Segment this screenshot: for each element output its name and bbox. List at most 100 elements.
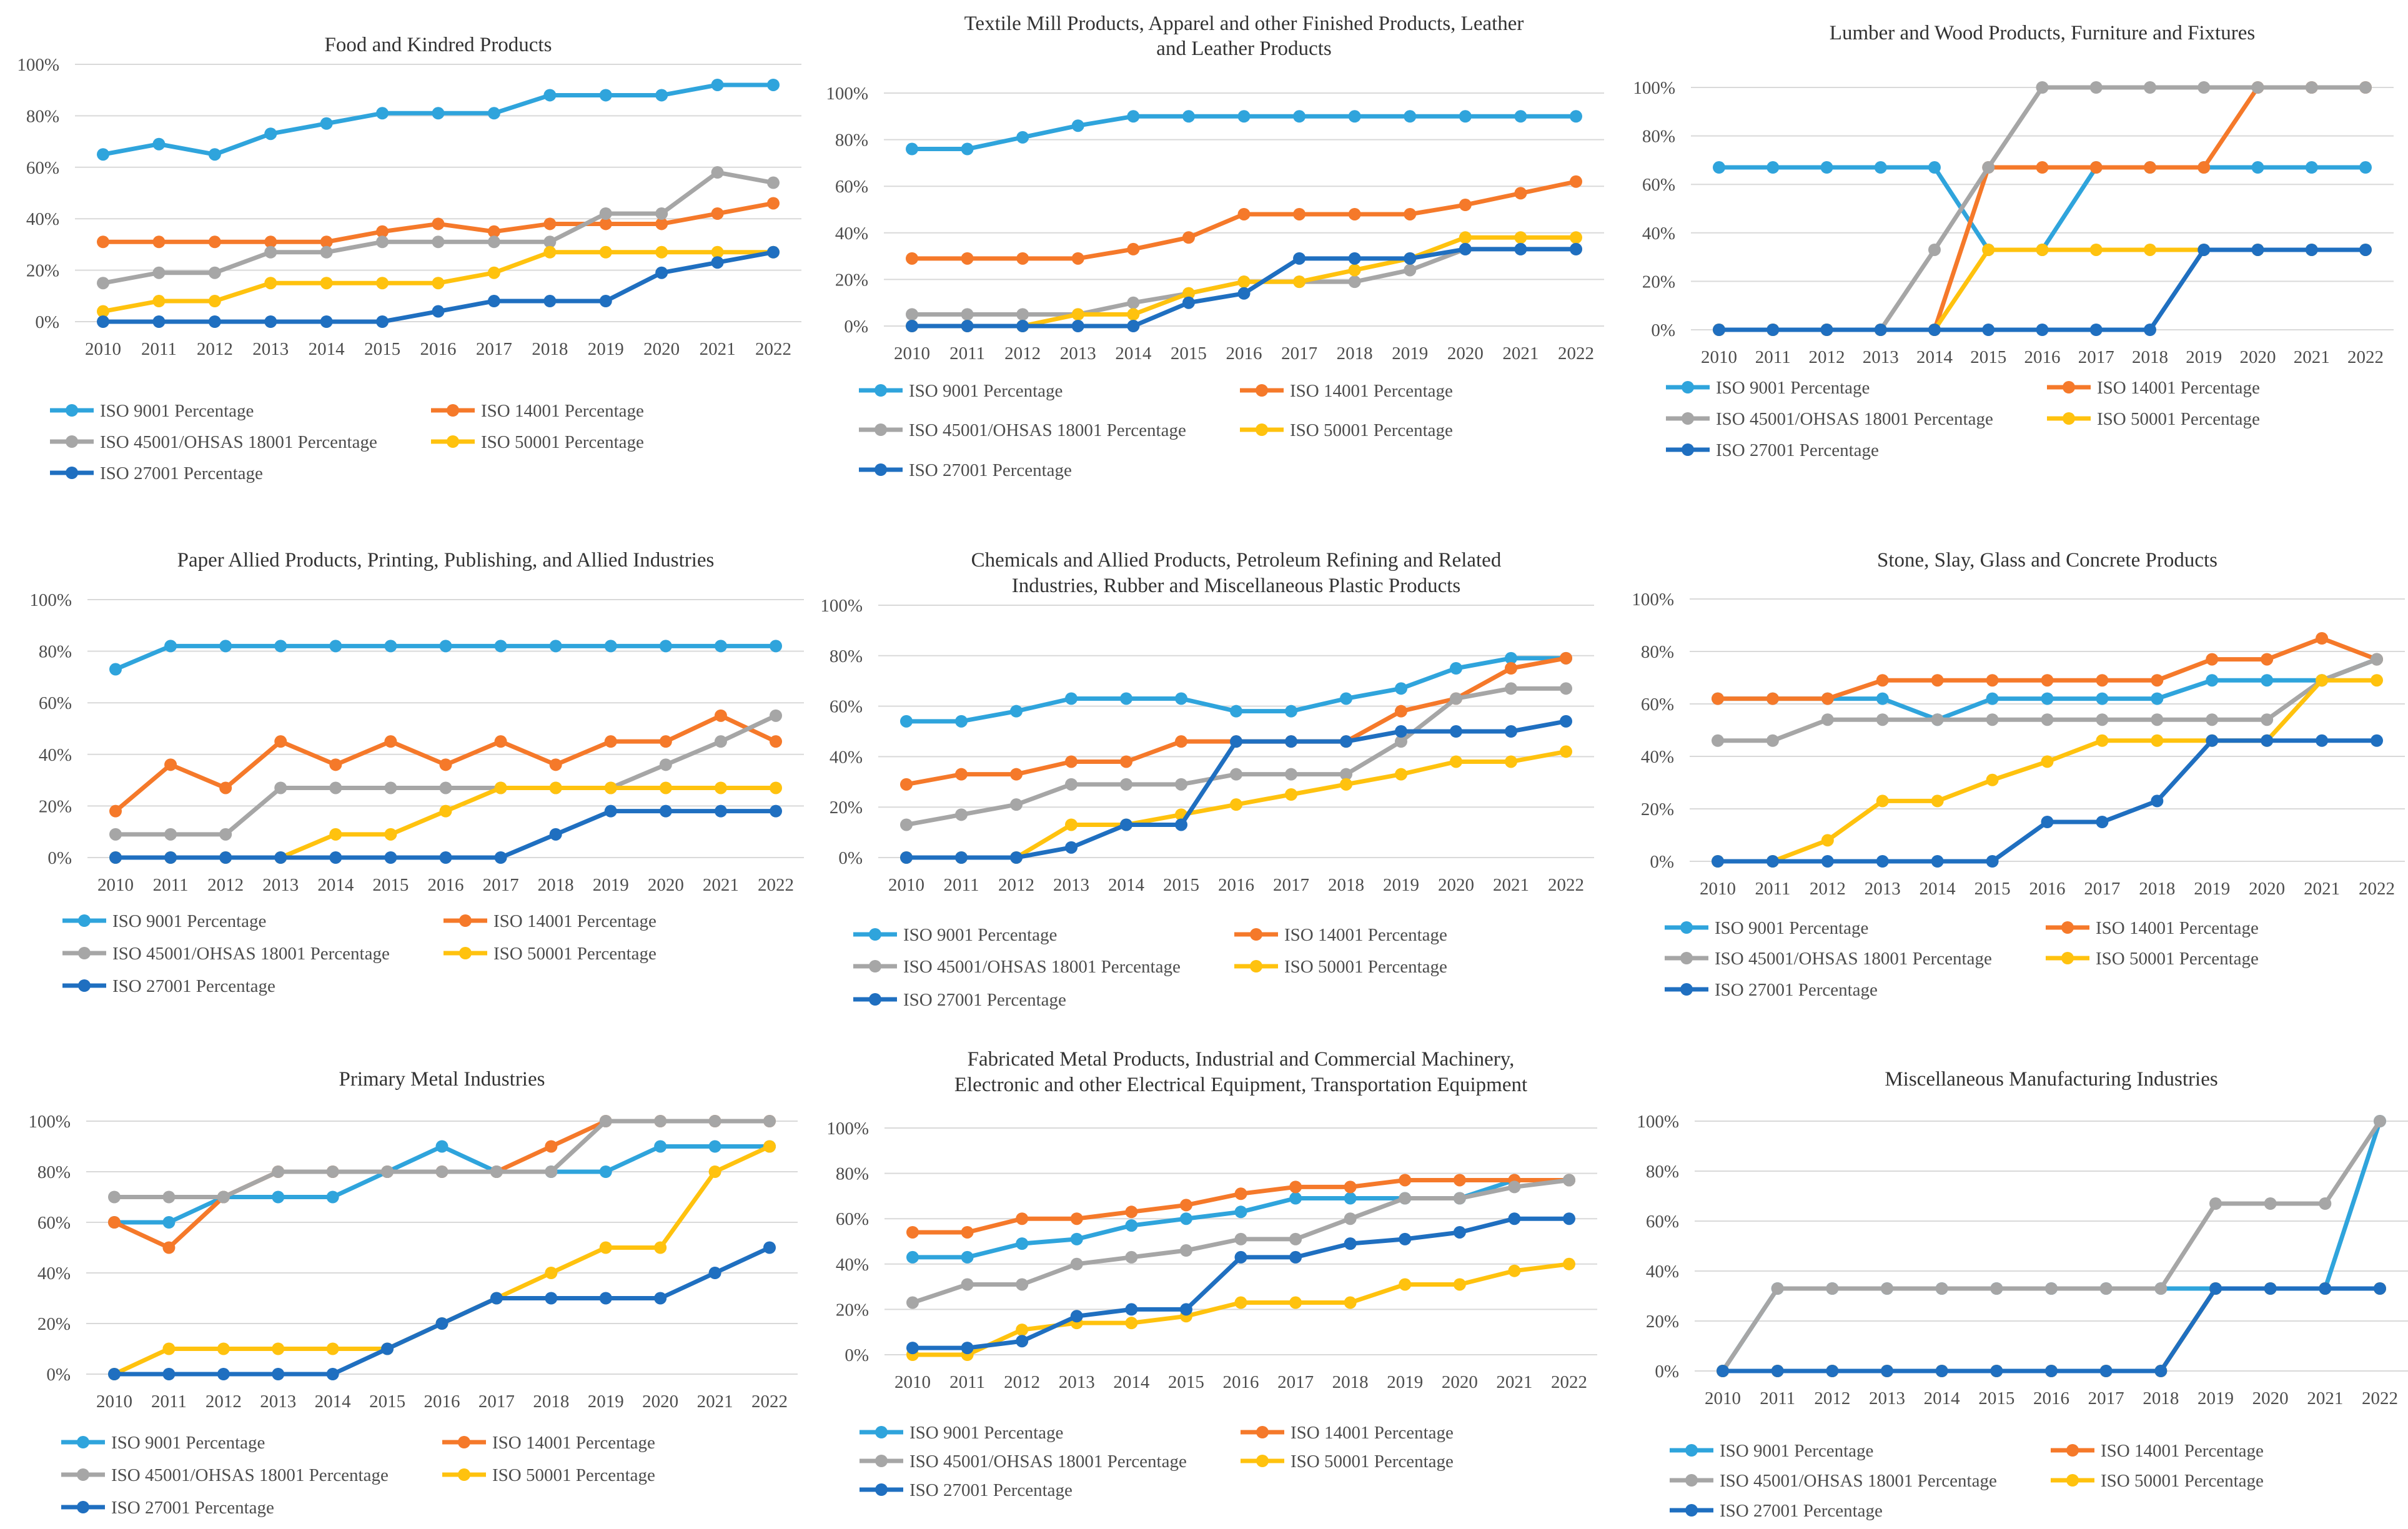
data-point: [1874, 161, 1887, 174]
data-point: [1293, 110, 1306, 123]
y-tick-label: 0%: [1651, 320, 1675, 340]
legend-label: ISO 27001 Percentage: [909, 460, 1072, 480]
legend-item: ISO 50001 Percentage: [1240, 420, 1453, 440]
y-tick-label: 0%: [47, 848, 72, 868]
data-point: [1986, 773, 1999, 786]
x-tick-label: 2015: [1163, 875, 1199, 895]
legend-label: ISO 27001 Percentage: [100, 463, 263, 483]
data-point: [1459, 199, 1472, 212]
legend-marker: [77, 1468, 89, 1481]
data-point: [2371, 653, 2383, 666]
data-point: [2305, 161, 2318, 174]
data-point: [2041, 692, 2054, 705]
data-point: [272, 1190, 285, 1204]
data-point: [272, 1368, 285, 1380]
data-point: [1016, 252, 1029, 265]
legend-marker: [2066, 1474, 2079, 1487]
data-point: [599, 1115, 612, 1127]
data-point: [2264, 1197, 2277, 1210]
x-tick-label: 2013: [252, 339, 289, 359]
legend-label: ISO 45001/OHSAS 18001 Percentage: [1715, 949, 1992, 969]
data-point: [1459, 242, 1472, 255]
data-point: [1821, 834, 1834, 847]
data-point: [599, 245, 612, 259]
x-tick-label: 2018: [538, 875, 574, 895]
data-point: [655, 266, 668, 279]
legend-marker: [869, 960, 881, 972]
y-tick-label: 40%: [836, 1255, 869, 1275]
data-point: [2036, 81, 2049, 94]
data-point: [152, 295, 166, 308]
data-point: [435, 1317, 448, 1330]
legend-label: ISO 50001 Percentage: [2101, 1471, 2264, 1491]
data-point: [1514, 231, 1527, 244]
data-point: [1821, 713, 1834, 726]
data-point: [320, 245, 333, 259]
x-tick-label: 2012: [1004, 1372, 1040, 1392]
data-point: [208, 235, 221, 249]
x-tick-label: 2017: [476, 339, 512, 359]
x-tick-label: 2019: [1383, 875, 1419, 895]
x-tick-label: 2017: [1273, 875, 1309, 895]
data-point: [2261, 653, 2274, 666]
legend-marker: [1680, 921, 1693, 934]
legend-label: ISO 45001/OHSAS 18001 Percentage: [903, 957, 1181, 977]
chart-title: Lumber and Wood Products, Furniture and …: [1830, 22, 2255, 44]
data-point: [1820, 324, 1833, 336]
y-tick-label: 20%: [26, 261, 59, 281]
legend-marker: [1250, 928, 1262, 941]
data-point: [2316, 632, 2329, 645]
data-point: [1016, 320, 1029, 332]
data-point: [1344, 1237, 1357, 1250]
data-point: [217, 1368, 230, 1380]
data-point: [376, 107, 389, 120]
data-point: [109, 828, 122, 841]
x-tick-label: 2011: [153, 875, 189, 895]
legend-item: ISO 9001 Percentage: [853, 925, 1057, 945]
data-point: [490, 1165, 503, 1178]
y-tick-label: 20%: [39, 796, 72, 816]
y-tick-label: 0%: [46, 1365, 71, 1385]
legend-item: ISO 14001 Percentage: [431, 401, 644, 421]
data-point: [1127, 242, 1140, 255]
data-point: [1289, 1180, 1302, 1194]
data-point: [2374, 1115, 2386, 1127]
data-point: [1876, 692, 1889, 705]
data-point: [1560, 715, 1572, 728]
data-point: [955, 851, 968, 864]
legend-label: ISO 14001 Percentage: [2101, 1441, 2264, 1461]
legend-item: ISO 9001 Percentage: [860, 1423, 1063, 1443]
data-point: [543, 245, 557, 259]
data-point: [2089, 161, 2103, 174]
data-point: [770, 781, 782, 794]
legend-label: ISO 50001 Percentage: [493, 944, 657, 964]
x-tick-label: 2022: [1558, 344, 1594, 364]
data-point: [1395, 768, 1407, 781]
x-tick-label: 2018: [1332, 1372, 1369, 1392]
data-point: [1348, 264, 1361, 277]
data-point: [1404, 207, 1417, 220]
data-point: [435, 1140, 448, 1153]
data-point: [549, 640, 562, 653]
x-tick-label: 2020: [1442, 1372, 1478, 1392]
y-tick-label: 0%: [35, 312, 59, 332]
data-point: [435, 1165, 448, 1178]
legend-label: ISO 45001/OHSAS 18001 Percentage: [111, 1465, 389, 1485]
data-point: [162, 1368, 176, 1380]
legend-label: ISO 9001 Percentage: [1716, 378, 1870, 398]
x-tick-label: 2021: [2304, 879, 2340, 899]
data-point: [1289, 1232, 1302, 1245]
x-tick-label: 2014: [1115, 344, 1152, 364]
chart-title: Stone, Slay, Glass and Concrete Products: [1877, 549, 2217, 572]
data-point: [604, 735, 617, 748]
data-point: [604, 804, 617, 818]
data-point: [381, 1165, 394, 1178]
data-point: [1182, 110, 1195, 123]
data-point: [1931, 794, 1944, 808]
x-tick-label: 2021: [1496, 1372, 1532, 1392]
x-tick-label: 2022: [2362, 1388, 2398, 1408]
series-line: [114, 1119, 770, 1199]
legend-item: ISO 45001/OHSAS 18001 Percentage: [853, 957, 1181, 977]
x-tick-label: 2014: [315, 1392, 352, 1412]
